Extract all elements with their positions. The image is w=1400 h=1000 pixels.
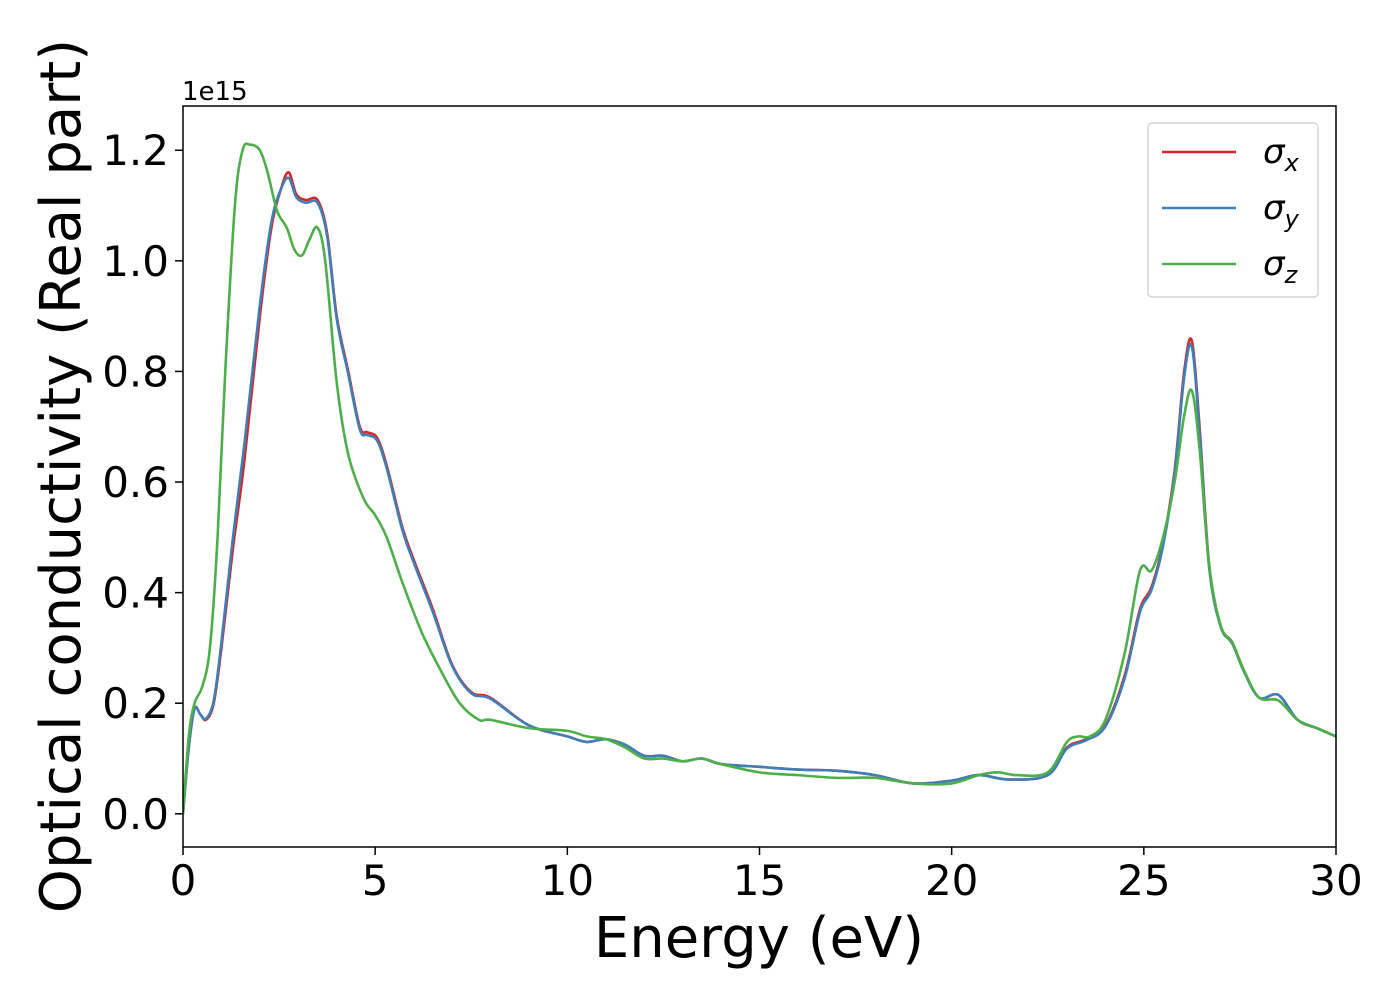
x-tick-label: 0 xyxy=(170,856,197,905)
x-tick-label: 5 xyxy=(362,856,389,905)
legend-label-x: σx xyxy=(1263,132,1300,177)
x-tick-label: 10 xyxy=(541,856,594,905)
x-axis: 0 5 10 15 20 25 30 xyxy=(170,847,1363,905)
y-axis: 0.0 0.2 0.4 0.6 0.8 1.0 1.2 xyxy=(102,126,183,839)
y-tick-label: 0.4 xyxy=(102,569,169,618)
x-tick-label: 30 xyxy=(1309,856,1362,905)
y-tick-label: 1.2 xyxy=(102,126,169,175)
y-offset-label: 1e15 xyxy=(182,77,248,107)
y-tick-label: 0.6 xyxy=(102,458,169,507)
x-tick-label: 15 xyxy=(733,856,786,905)
x-tick-label: 25 xyxy=(1117,856,1170,905)
legend-frame xyxy=(1147,122,1319,298)
y-tick-label: 0.8 xyxy=(102,347,169,396)
y-tick-label: 0.2 xyxy=(102,679,169,728)
y-axis-label: Optical conductivity (Real part) xyxy=(29,39,94,913)
legend-label-y: σy xyxy=(1263,188,1300,233)
legend: σx σy σz xyxy=(1147,122,1319,298)
x-tick-label: 20 xyxy=(925,856,978,905)
x-axis-label: Energy (eV) xyxy=(594,906,924,971)
y-tick-label: 1.0 xyxy=(102,237,169,286)
plot-lines xyxy=(183,142,1336,814)
y-tick-label: 0.0 xyxy=(102,790,169,839)
legend-label-z: σz xyxy=(1263,244,1299,289)
series-line-z xyxy=(183,142,1336,814)
